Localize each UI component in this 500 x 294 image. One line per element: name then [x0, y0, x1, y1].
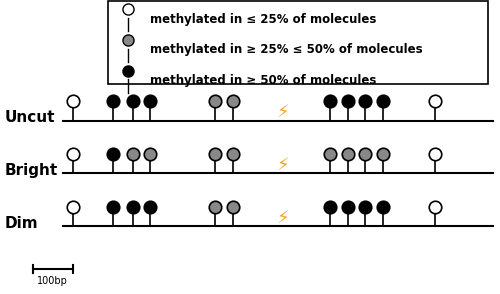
Text: ⚡: ⚡	[276, 209, 289, 227]
Text: methylated in ≤ 25% of molecules: methylated in ≤ 25% of molecules	[150, 13, 376, 26]
Text: Bright: Bright	[5, 163, 58, 178]
Text: ⚡: ⚡	[276, 156, 289, 174]
Text: methylated in ≥ 25% ≤ 50% of molecules: methylated in ≥ 25% ≤ 50% of molecules	[150, 44, 422, 56]
Text: Dim: Dim	[5, 216, 38, 231]
Text: ⚡: ⚡	[276, 103, 289, 121]
FancyBboxPatch shape	[108, 1, 488, 84]
Text: 100bp: 100bp	[37, 276, 68, 286]
Text: Uncut: Uncut	[5, 110, 56, 125]
Text: methylated in ≥ 50% of molecules: methylated in ≥ 50% of molecules	[150, 74, 376, 87]
